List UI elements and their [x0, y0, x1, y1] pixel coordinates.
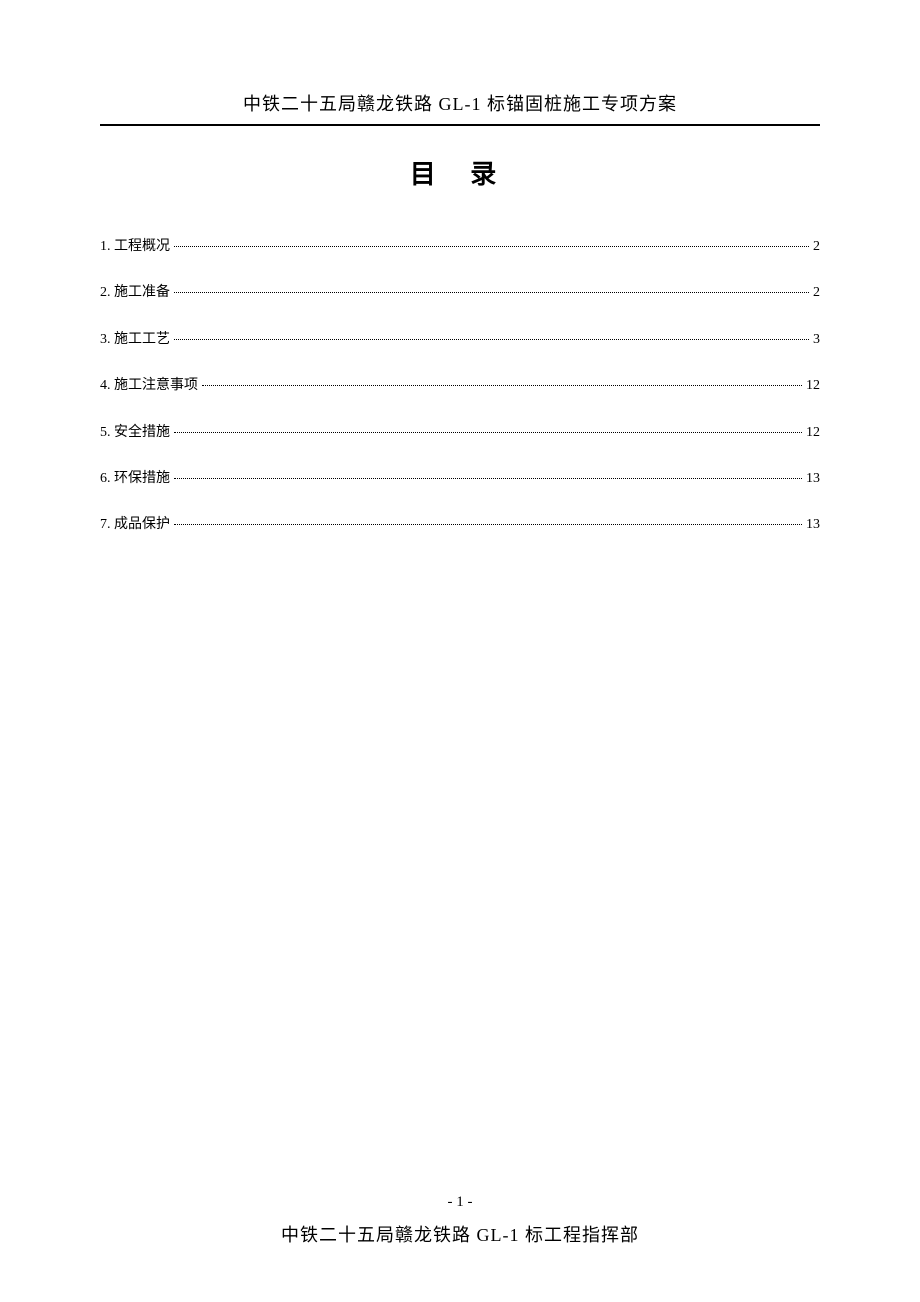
page-number: - 1 - — [0, 1194, 920, 1211]
toc-dots — [174, 339, 809, 340]
toc-item: 5. 安全措施 12 — [100, 422, 820, 444]
toc-item: 7. 成品保护 13 — [100, 514, 820, 536]
toc-item-page: 13 — [806, 468, 820, 490]
toc-list: 1. 工程概况 2 2. 施工准备 2 3. 施工工艺 3 4. 施工注意事项 … — [100, 236, 820, 537]
toc-item-label: 4. 施工注意事项 — [100, 375, 198, 397]
toc-item-page: 13 — [806, 514, 820, 536]
toc-dots — [174, 432, 802, 433]
toc-item-label: 6. 环保措施 — [100, 468, 170, 490]
toc-item-label: 1. 工程概况 — [100, 236, 170, 258]
toc-item-page: 12 — [806, 375, 820, 397]
toc-item-page: 12 — [806, 422, 820, 444]
toc-item: 1. 工程概况 2 — [100, 236, 820, 258]
toc-item-label: 5. 安全措施 — [100, 422, 170, 444]
header-title: 中铁二十五局赣龙铁路 GL-1 标锚固桩施工专项方案 — [100, 90, 820, 126]
toc-item: 4. 施工注意事项 12 — [100, 375, 820, 397]
toc-dots — [174, 478, 802, 479]
toc-dots — [202, 385, 802, 386]
toc-item-label: 3. 施工工艺 — [100, 329, 170, 351]
footer: - 1 - 中铁二十五局赣龙铁路 GL-1 标工程指挥部 — [0, 1194, 920, 1247]
toc-dots — [174, 292, 809, 293]
toc-item-page: 2 — [813, 282, 820, 304]
toc-dots — [174, 246, 809, 247]
toc-item-label: 2. 施工准备 — [100, 282, 170, 304]
toc-item-page: 2 — [813, 236, 820, 258]
toc-dots — [174, 524, 802, 525]
toc-item: 2. 施工准备 2 — [100, 282, 820, 304]
toc-item: 6. 环保措施 13 — [100, 468, 820, 490]
toc-main-title: 目 录 — [100, 154, 820, 191]
toc-item-label: 7. 成品保护 — [100, 514, 170, 536]
footer-text: 中铁二十五局赣龙铁路 GL-1 标工程指挥部 — [0, 1221, 920, 1247]
toc-item-page: 3 — [813, 329, 820, 351]
toc-item: 3. 施工工艺 3 — [100, 329, 820, 351]
